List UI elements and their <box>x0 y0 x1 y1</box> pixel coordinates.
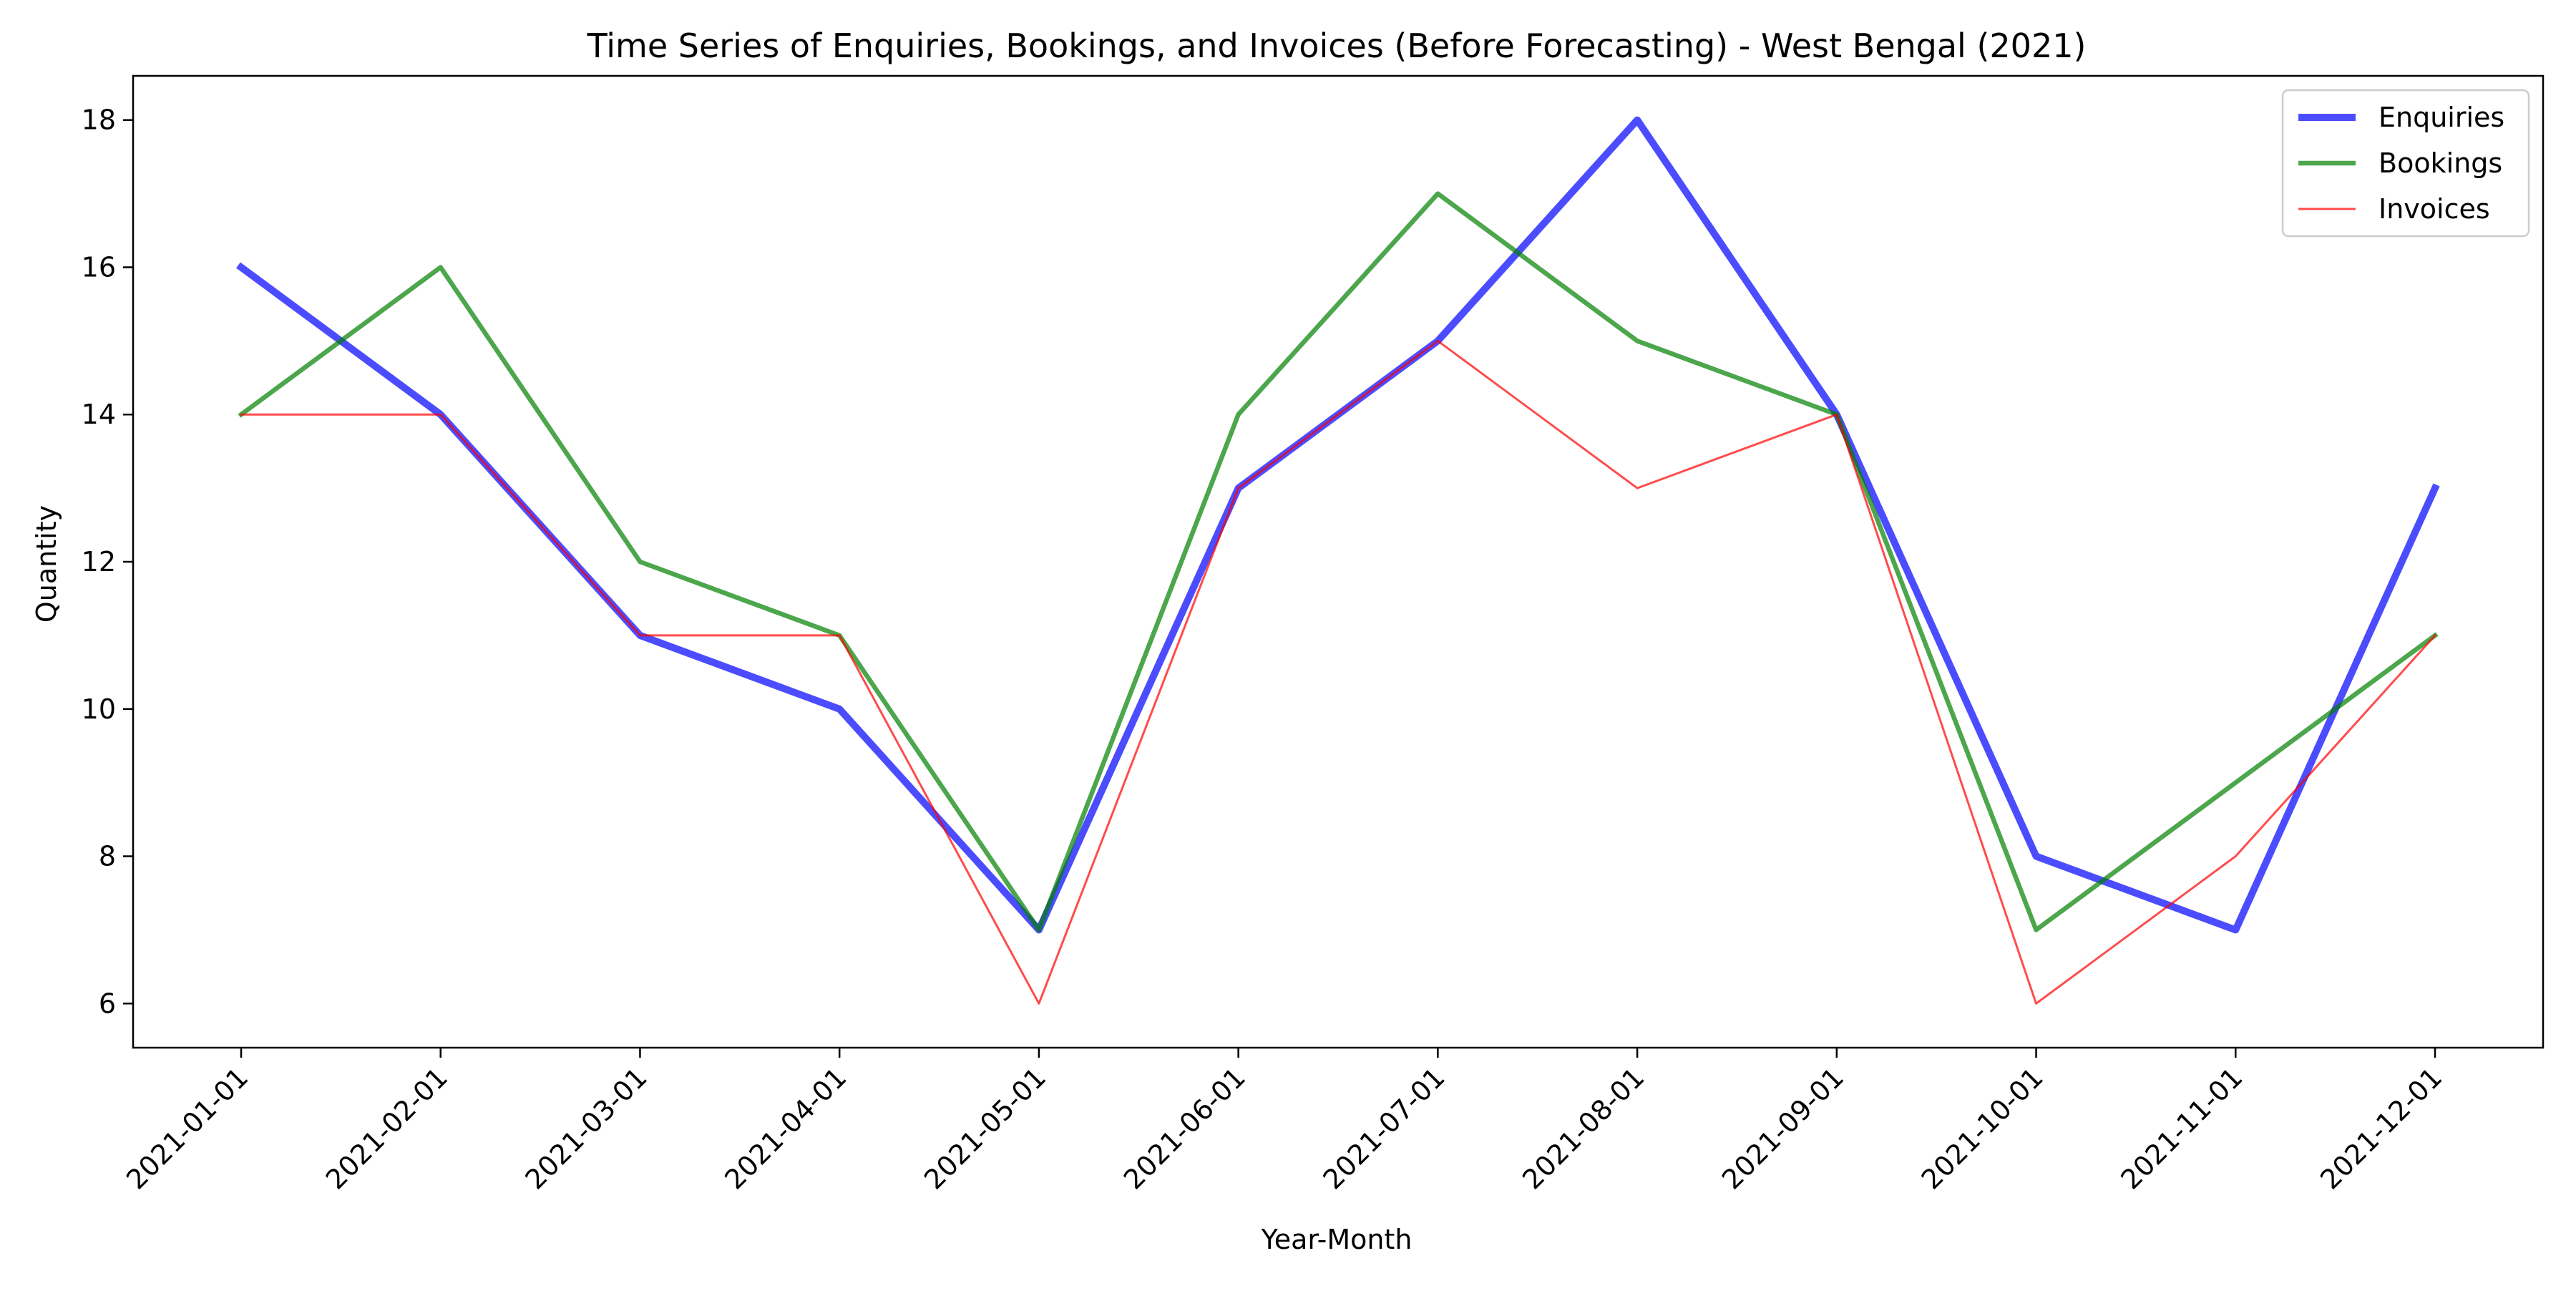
y-tick-label: 8 <box>99 841 116 872</box>
y-axis-label: Quantity <box>31 505 62 623</box>
y-tick-label: 18 <box>82 104 116 136</box>
legend-label-invoices: Invoices <box>2379 193 2490 225</box>
chart-title: Time Series of Enquiries, Bookings, and … <box>587 26 2087 65</box>
y-tick-label: 16 <box>82 251 116 283</box>
y-tick-label: 12 <box>82 546 116 578</box>
y-tick-label: 10 <box>82 693 116 725</box>
y-tick-label: 6 <box>99 988 116 1019</box>
legend-label-bookings: Bookings <box>2379 147 2502 179</box>
series-line-bookings <box>238 191 2439 932</box>
legend-box <box>2281 89 2530 238</box>
y-tick-label: 14 <box>82 399 116 430</box>
legend-label-enquiries: Enquiries <box>2379 102 2504 133</box>
x-axis-label: Year-Month <box>1261 1224 1413 1255</box>
series-line-invoices <box>240 339 2437 1005</box>
